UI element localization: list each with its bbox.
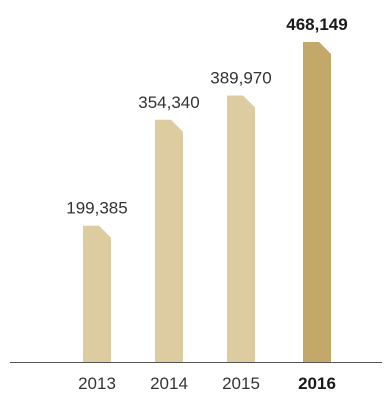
value-label-2016: 468,149 bbox=[286, 15, 347, 34]
x-tick-label-2013: 2013 bbox=[78, 374, 116, 393]
bar-2015 bbox=[227, 95, 255, 362]
x-tick-label-2016: 2016 bbox=[298, 374, 336, 393]
bar-2016 bbox=[303, 42, 331, 362]
x-tick-label-2015: 2015 bbox=[222, 374, 260, 393]
value-label-2014: 354,340 bbox=[138, 93, 199, 112]
x-tick-label-2014: 2014 bbox=[150, 374, 188, 393]
x-tick-labels-group: 2013 2014 2015 2016 bbox=[78, 374, 336, 393]
value-label-2015: 389,970 bbox=[210, 68, 271, 87]
value-label-2013: 199,385 bbox=[66, 199, 127, 218]
bar-2014 bbox=[155, 119, 183, 362]
value-labels-group: 199,385 354,340 389,970 468,149 bbox=[66, 15, 347, 218]
bar-2013 bbox=[83, 225, 111, 362]
bars-group bbox=[83, 42, 331, 362]
